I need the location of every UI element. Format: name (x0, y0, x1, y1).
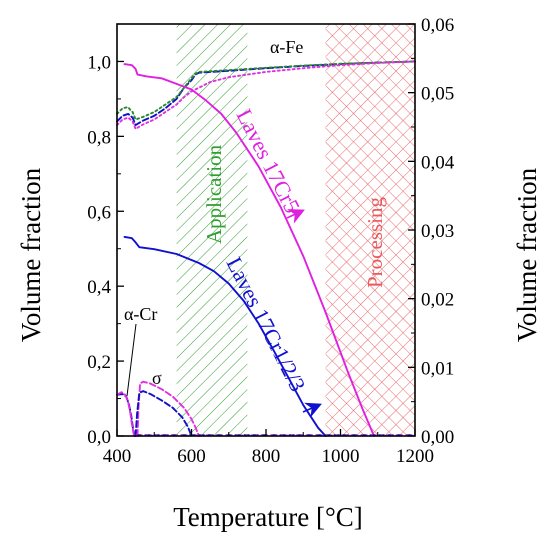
y-right-tick-label: 0,06 (421, 15, 454, 36)
y-right-tick-label: 0,02 (421, 290, 454, 311)
y-right-tick-label: 0,01 (421, 358, 454, 379)
curves-layer (116, 60, 416, 437)
y-left-tick-label: 0,8 (87, 127, 111, 148)
alpha-fe-label: α-Fe (270, 37, 303, 57)
application-label: Application (202, 144, 226, 244)
x-tick-label: 1200 (396, 446, 434, 467)
alpha-cr-pointer (126, 323, 137, 397)
x-tick-label: 600 (177, 446, 206, 467)
alpha-cr-label: α-Cr (124, 304, 157, 324)
x-tick-label: 400 (103, 446, 132, 467)
y-left-tick-label: 0,0 (87, 427, 111, 448)
y-left-tick-label: 0,4 (87, 277, 111, 298)
sigma-label: σ (152, 368, 162, 388)
y-right-tick-label: 0,00 (421, 427, 454, 448)
series-laves-17cr5 (123, 63, 375, 437)
ticks-layer: 400 600 800 1000 1200 0,0 0,2 0,4 0,6 0,8 1,0 0,00 0… (87, 15, 455, 467)
y-right-tick-label: 0,05 (421, 84, 454, 105)
series-fe-green (116, 60, 416, 121)
y-right-tick-label: 0,04 (421, 152, 455, 173)
y-left-tick-label: 1,0 (87, 52, 111, 73)
y-axis-title-left: Volume fraction (16, 167, 46, 342)
y-left-tick-label: 0,2 (87, 352, 111, 373)
x-tick-label: 1000 (322, 446, 360, 467)
laves-17cr123-arrow (302, 402, 322, 418)
series-acr-magenta (116, 391, 136, 437)
y-right-tick-label: 0,03 (421, 221, 454, 242)
series-laves-17cr123 (123, 235, 327, 437)
processing-label: Processing (363, 197, 387, 288)
series-sigma-magenta (136, 380, 200, 437)
region-processing (325, 24, 415, 436)
y-left-tick-label: 0,6 (87, 202, 111, 223)
x-axis-title: Temperature [°C] (173, 502, 363, 532)
y-axis-title-right: Volume fraction (512, 167, 542, 342)
series-fe-magenta (116, 60, 416, 130)
laves-17cr5-arrow (286, 209, 305, 224)
x-tick-label: 800 (252, 446, 281, 467)
series-sigma-blue (134, 390, 193, 437)
regions-layer (176, 24, 415, 436)
